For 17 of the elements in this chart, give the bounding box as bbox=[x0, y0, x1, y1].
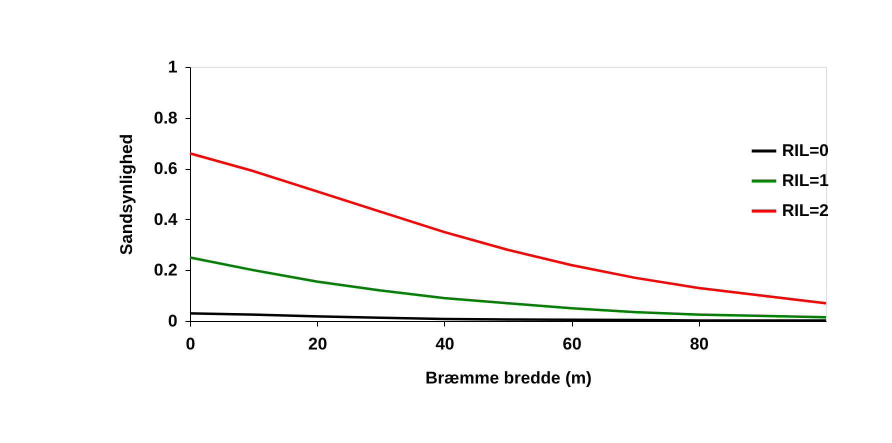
x-tick-label: 20 bbox=[308, 334, 328, 354]
y-tick-label: 0 bbox=[168, 312, 178, 330]
x-axis-title: Bræmme bredde (m) bbox=[425, 368, 592, 388]
y-tick-label: 0.2 bbox=[154, 260, 178, 280]
y-axis-title: Sandsynlighed bbox=[116, 134, 136, 255]
y-tick-label: 0.6 bbox=[154, 159, 178, 178]
legend-label: RIL=2 bbox=[782, 201, 829, 220]
x-tick-label: 60 bbox=[562, 334, 582, 354]
x-tick-label: 0 bbox=[186, 334, 196, 354]
line-series bbox=[188, 256, 828, 318]
x-tick-label: 40 bbox=[435, 334, 454, 354]
legend-label: RIL=0 bbox=[782, 141, 829, 160]
x-tick-label: 80 bbox=[690, 334, 709, 354]
y-tick-label: 0.4 bbox=[154, 210, 178, 229]
legend-label: RIL=1 bbox=[782, 171, 829, 190]
y-tick-label: 1 bbox=[168, 58, 178, 76]
y-tick-label: 0.8 bbox=[154, 108, 178, 128]
